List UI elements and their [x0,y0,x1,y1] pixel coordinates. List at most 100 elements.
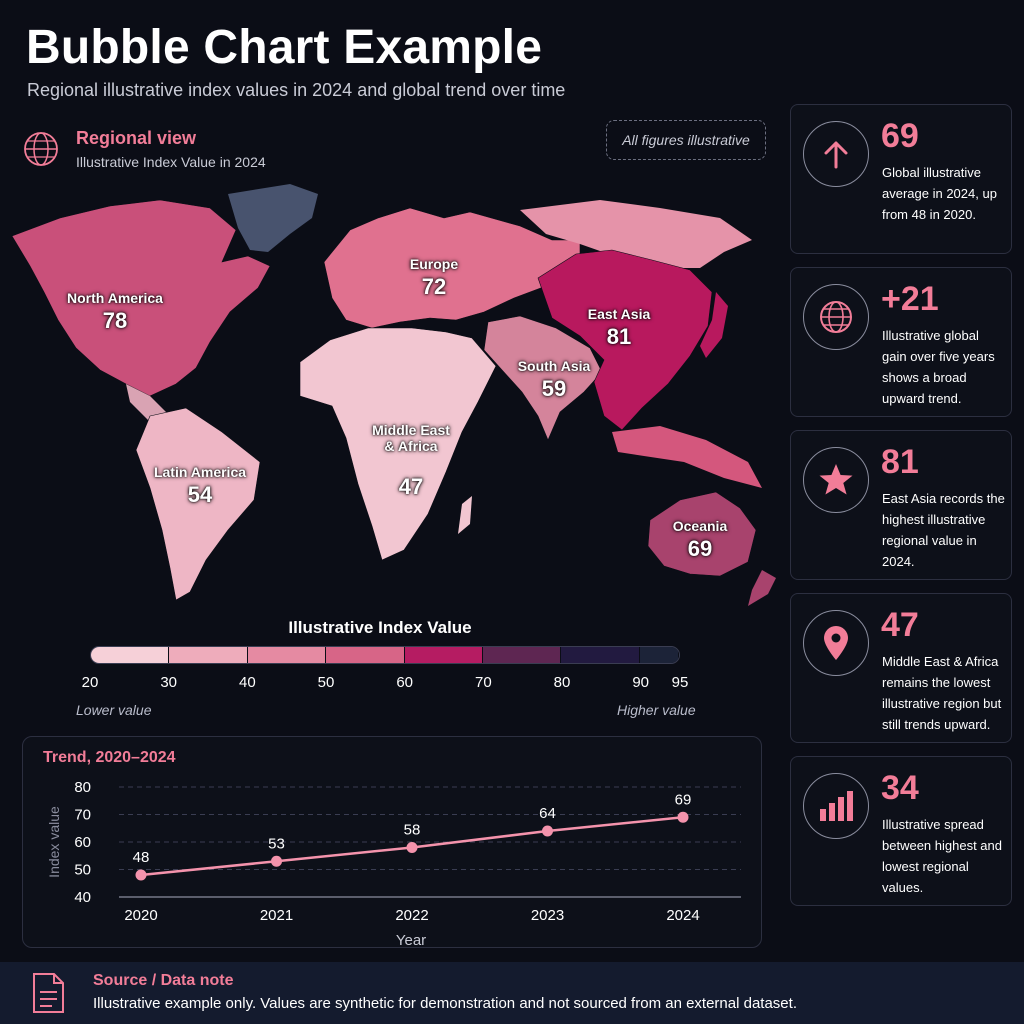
region-name: East Asia [587,306,651,322]
legend-tick-label: 30 [160,674,177,691]
map-label-latin-america: Latin America 54 [150,464,250,508]
region-southeast-asia [612,426,762,488]
kpi-card: 47 Middle East & Africa remains the lowes… [790,593,1012,743]
region-name: South Asia [517,358,591,374]
kpi-description: Illustrative spread between highest and … [882,817,1002,895]
trend-data-label: 58 [404,822,421,839]
y-tick-label: 40 [74,889,91,906]
region-name: Latin America [153,464,247,480]
map-label-east-asia: East Asia 81 [574,306,664,350]
source-bar: Source / Data note Illustrative example … [0,962,1024,1024]
document-icon [33,973,64,1013]
region-value: 69 [687,536,713,561]
region-madagascar [458,496,472,534]
trend-data-label: 48 [133,849,150,866]
trend-panel: Trend, 2020–2024 40 50 60 70 80 2020 2021 2022 2… [22,736,762,949]
y-tick-label: 70 [74,807,91,824]
region-japan [700,292,728,358]
y-tick-label: 60 [74,834,91,851]
legend-swatch [482,647,562,663]
x-tick-label: 2022 [395,907,428,924]
region-name: North America [67,290,163,306]
kpi-card: 34 Illustrative spread between highest an… [790,756,1012,906]
kpi-value: 81 [881,443,919,481]
kpi-description: Global illustrative average in 2024, up … [882,165,997,222]
region-east-asia [537,249,713,431]
legend-color-scale [90,646,680,664]
bar-chart-icon [803,773,869,839]
legend-tick-label: 20 [81,674,99,691]
map-panel-title: Regional view [76,128,197,148]
region-new-zealand [748,570,776,606]
region-name: Oceania [672,518,728,534]
trend-data-point [542,825,553,837]
legend-tick-label: 40 [238,674,256,691]
legend-tick-label: 95 [671,674,689,691]
trend-data-point [135,869,147,881]
kpi-value: +21 [881,280,939,318]
kpi-description: Illustrative global gain over five years… [882,328,995,406]
region-value: 78 [102,308,128,333]
legend-tick-label: 90 [632,674,649,691]
kpi-value: 34 [881,769,919,807]
trend-title: Trend, 2020–2024 [43,749,176,766]
region-name: Middle East & Africa [372,422,450,454]
kpi-value: 69 [881,117,919,155]
region-name: Europe [409,256,459,272]
legend-title: Illustrative Index Value [288,618,472,637]
x-tick-label: 2024 [666,907,699,924]
y-tick-label: 50 [74,862,91,879]
trend-data-label: 53 [268,835,285,852]
legend-swatch [404,647,483,663]
region-value: 59 [541,376,567,401]
region-value: 54 [187,482,213,507]
region-value: 81 [606,324,632,349]
arrow-up-icon [803,121,869,187]
illustrative-note-chip: All figures illustrative [606,120,766,160]
globe-icon [24,132,58,166]
x-tick-label: 2021 [260,907,293,924]
legend-tick-label: 70 [474,674,492,691]
map-label-europe: Europe 72 [392,256,476,300]
location-pin-icon [803,610,869,676]
page-title: Bubble Chart Example [26,21,543,74]
legend-swatch [326,647,405,663]
region-greenland [228,184,318,252]
kpi-card: +21 Illustrative global gain over five ye… [790,267,1012,417]
legend-tick-label: 80 [553,674,571,691]
world-map-svg [11,184,776,606]
trend-line-chart: 40 50 60 70 80 2020 2021 2022 2023 2024 48 53 58 64 69… [46,779,741,949]
map-label-north-america: North America 78 [60,290,170,334]
trend-data-point [677,811,689,823]
legend-swatch [639,647,679,663]
trend-data-label: 69 [675,791,692,808]
x-axis-label: Year [396,932,426,949]
region-oceania [647,491,757,577]
globe-icon [803,284,869,350]
map-label-south-asia: South Asia 59 [510,358,598,402]
kpi-value: 47 [881,606,919,644]
kpi-description: Middle East & Africa remains the lowest … [882,654,1002,732]
star-icon [803,447,869,513]
legend-tick-label: 50 [317,674,335,691]
region-middle-east-africa [299,327,497,561]
region-south-asia [483,315,603,441]
x-tick-label: 2020 [124,907,157,924]
y-axis-label: Index value [46,806,62,878]
source-title: Source / Data note [93,972,234,989]
legend-swatch [91,647,170,663]
x-tick-label: 2023 [531,907,564,924]
legend-tick-label: 60 [396,674,413,691]
region-north-america [11,199,271,397]
region-value: 72 [421,274,447,299]
region-siberia [520,200,752,268]
legend-high-label: Higher value [617,702,696,718]
y-tick-label: 80 [74,779,91,796]
kpi-card: 81 East Asia records the highest illustra… [790,430,1012,580]
trend-data-point [406,842,418,853]
map-panel-subtitle: Illustrative Index Value in 2024 [76,154,266,170]
legend-swatch [247,647,327,663]
source-text: Illustrative example only. Values are sy… [93,995,797,1012]
region-value: 47 [398,474,424,499]
region-latin-america [135,407,261,601]
